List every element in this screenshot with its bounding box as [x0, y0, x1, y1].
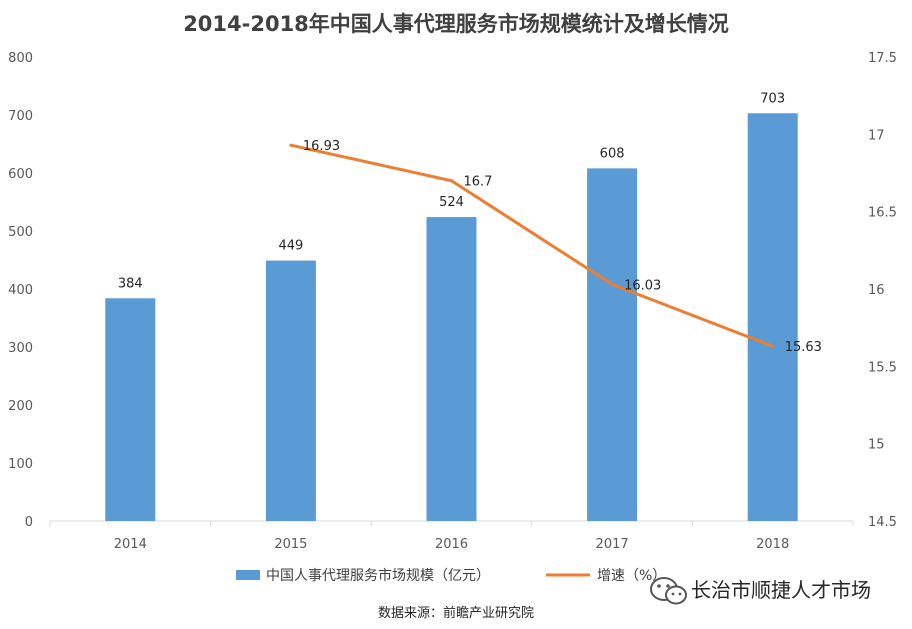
left-tick-label: 600: [8, 167, 33, 182]
line-point-2015: [289, 143, 293, 147]
left-tick-label: 200: [8, 399, 33, 414]
line-value-label: 16.7: [464, 175, 493, 190]
bar-value-label: 384: [118, 276, 143, 291]
x-tick-label: 2016: [435, 537, 468, 552]
watermark-text: 长治市顺捷人才市场: [691, 578, 871, 602]
left-tick-label: 500: [8, 225, 33, 240]
x-tick-label: 2014: [114, 537, 147, 552]
left-tick-label: 800: [8, 51, 33, 66]
left-tick-label: 0: [25, 515, 33, 530]
right-axis: 14.5 15 15.5 16 16.5 17 17.5: [868, 51, 897, 530]
data-source: 数据来源：前瞻产业研究院: [378, 605, 534, 621]
chart-title: 2014-2018年中国人事代理服务市场规模统计及增长情况: [183, 12, 729, 36]
bar-2017: [587, 168, 638, 522]
growth-rate-line: [290, 143, 774, 348]
right-tick-label: 17: [868, 128, 885, 143]
left-tick-label: 400: [8, 283, 33, 298]
legend-line-label: 增速（%）: [597, 568, 666, 584]
legend: 中国人事代理服务市场规模（亿元） 增速（%）: [236, 567, 666, 584]
line-series: [289, 143, 775, 348]
line-point-2016: [450, 179, 453, 183]
right-tick-label: 15.5: [868, 360, 897, 375]
bar-value-label: 449: [278, 239, 303, 254]
x-tick-label: 2015: [274, 537, 307, 552]
left-axis: 0 100 200 300 400 500 600 700 800: [8, 51, 33, 530]
bar-value-label: 608: [600, 146, 625, 161]
left-tick-label: 300: [8, 341, 33, 356]
x-axis: 2014 2015 2016 2017 2018: [49, 521, 854, 552]
bar-series: [105, 113, 798, 522]
bar-2016: [426, 217, 477, 521]
legend-bar-label: 中国人事代理服务市场规模（亿元）: [266, 567, 490, 584]
bar-2014: [105, 298, 156, 521]
left-tick-label: 100: [8, 457, 33, 472]
bar-2018: [747, 113, 798, 521]
legend-bar-swatch: [236, 570, 260, 580]
bar-data-labels: 384 449 524 608 703: [118, 91, 785, 291]
right-tick-label: 17.5: [868, 51, 897, 66]
line-point-2018: [771, 344, 775, 348]
wechat-icon: [650, 577, 687, 605]
right-tick-label: 16.5: [868, 206, 897, 221]
right-tick-label: 16: [868, 283, 885, 298]
left-tick-label: 700: [8, 109, 33, 124]
bar-2015: [265, 260, 316, 521]
x-tick-label: 2018: [756, 537, 789, 552]
line-value-label: 15.63: [785, 340, 822, 355]
x-tick-label: 2017: [596, 537, 629, 552]
right-tick-label: 14.5: [868, 515, 897, 530]
right-tick-label: 15: [868, 438, 885, 453]
watermark: 长治市顺捷人才市场: [650, 577, 871, 605]
bar-value-label: 524: [439, 195, 464, 210]
line-value-label: 16.03: [624, 278, 661, 293]
bar-value-label: 703: [760, 91, 785, 106]
line-point-2017: [610, 282, 614, 286]
line-data-labels: 16.93 16.7 16.03 15.63: [303, 139, 822, 355]
line-value-label: 16.93: [303, 139, 340, 154]
